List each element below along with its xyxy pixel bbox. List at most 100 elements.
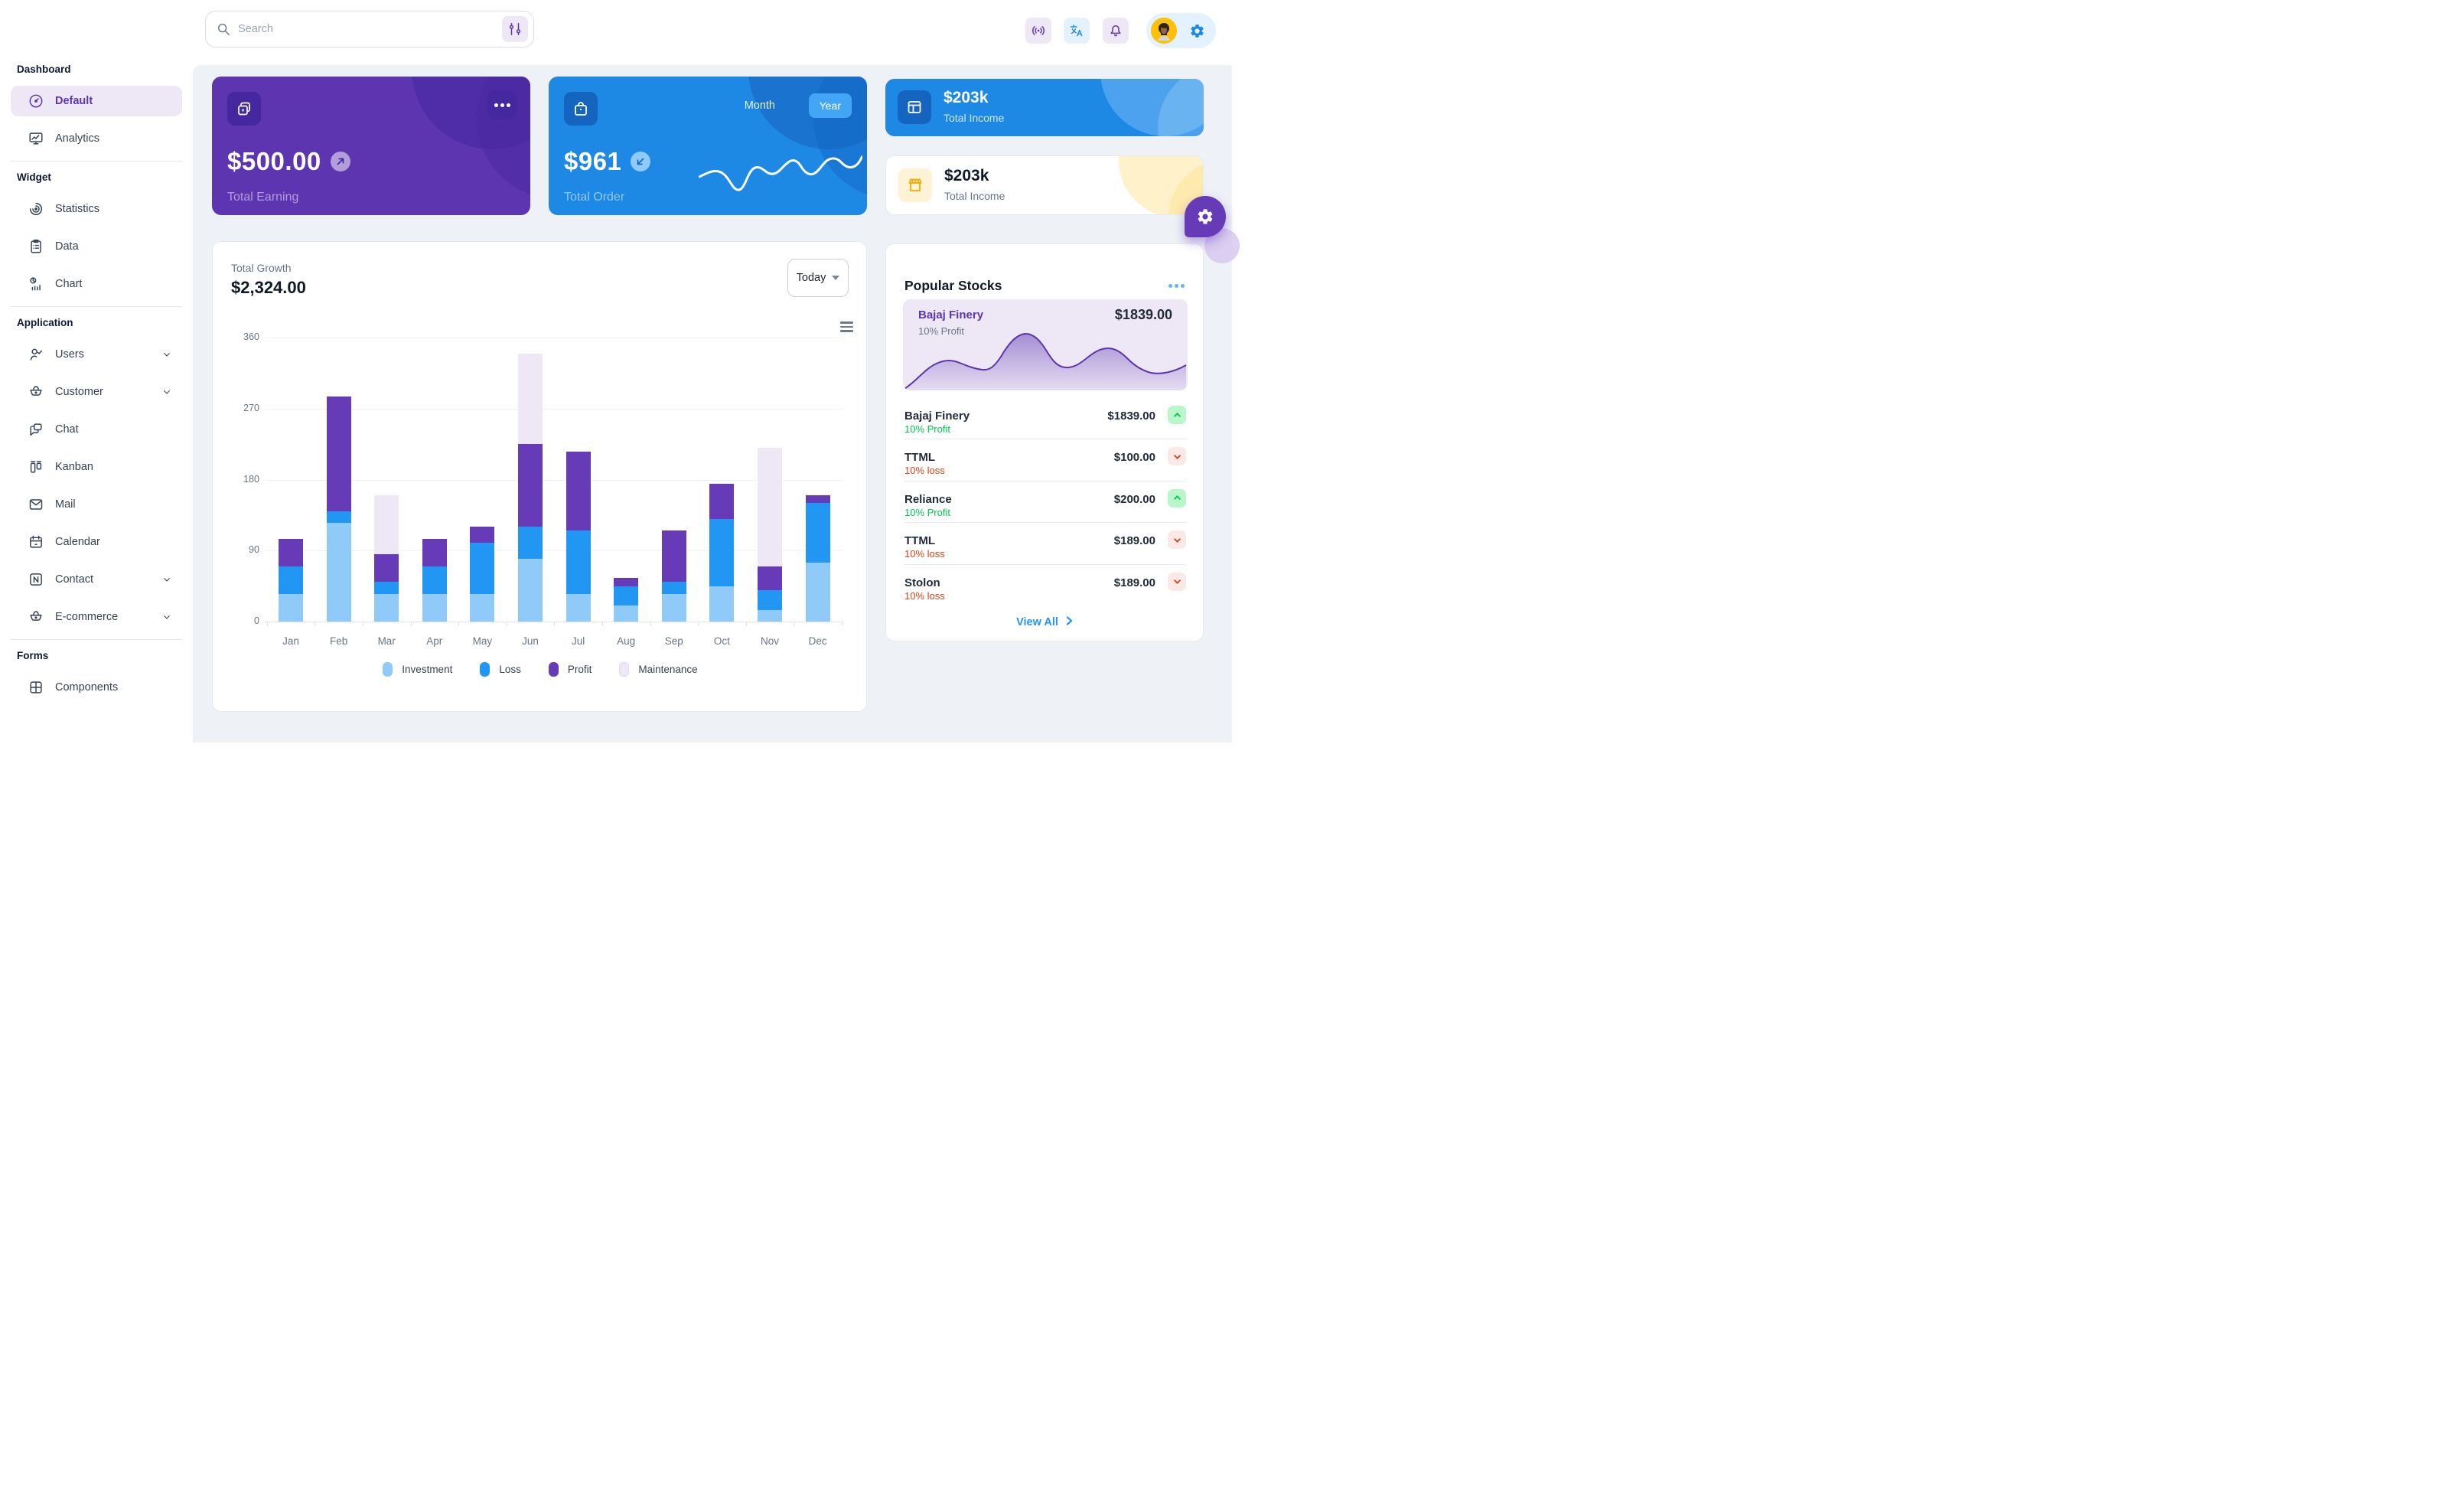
stocks-menu-button[interactable] [1168, 284, 1185, 288]
gear-icon [1196, 207, 1214, 226]
total-earning-value: $500.00 [227, 147, 321, 175]
sidebar-item-label: Data [55, 240, 79, 253]
gridline [265, 479, 843, 481]
sidebar-section: Application Users Customer Chat Kanban Mail Ca… [11, 306, 182, 632]
growth-title: Total Growth [231, 262, 292, 274]
bar-may-loss [470, 542, 495, 594]
settings-icon [1189, 23, 1205, 39]
bar-nov-maintenance [758, 448, 782, 566]
featured-stock-area-chart [903, 331, 1188, 390]
bar-mar-investment [374, 593, 399, 622]
bar-jan-loss [279, 566, 303, 594]
trend-up-icon [330, 152, 350, 171]
order-toggle-year[interactable]: Year [808, 93, 852, 118]
chevron-down-icon [161, 573, 173, 586]
bar-jan-profit [279, 538, 303, 566]
sidebar-item-users[interactable]: Users [11, 339, 182, 370]
bar-dec-loss [805, 503, 830, 563]
sidebar-item-default[interactable]: Default [11, 86, 182, 116]
x-axis-label: Nov [760, 635, 779, 647]
sidebar-item-mail[interactable]: Mail [11, 489, 182, 520]
featured-stock-name: Bajaj Finery [918, 308, 984, 321]
stock-name: TTML [904, 451, 935, 465]
legend-item-maintenance[interactable]: Maintenance [619, 662, 698, 677]
featured-stock-tile[interactable]: Bajaj Finery $1839.00 10% Profit [903, 299, 1188, 390]
stock-price: $100.00 [1113, 451, 1155, 465]
stock-price: $189.00 [1113, 534, 1155, 548]
search-bar [205, 11, 534, 47]
notifications-button[interactable] [1103, 18, 1129, 44]
x-axis-label: Jun [522, 635, 539, 647]
sidebar-item-label: Components [55, 681, 119, 694]
mail-icon [28, 496, 44, 513]
stock-row[interactable]: TTML 10% loss $189.00 [904, 525, 1186, 566]
x-axis-tick [554, 622, 556, 626]
sidebar-item-label: Customer [55, 386, 103, 398]
basket-icon [28, 609, 44, 625]
x-axis-tick [841, 622, 843, 626]
legend-item-profit[interactable]: Profit [548, 662, 592, 677]
sidebar-item-label: E-commerce [55, 611, 119, 623]
total-growth-card: Total Growth $2,324.00 Today 0 90 180 270 36… [212, 241, 867, 712]
broadcast-button[interactable] [1025, 18, 1051, 44]
customize-settings-fab[interactable] [1185, 196, 1226, 237]
sidebar-item-components[interactable]: Components [11, 672, 182, 703]
search-filter-button[interactable] [502, 16, 528, 42]
sidebar-item-kanban[interactable]: Kanban [11, 452, 182, 482]
bar-feb-profit [326, 397, 351, 511]
bell-icon [1108, 23, 1123, 38]
order-toggle-month[interactable]: Month [744, 100, 775, 112]
sidebar-item-analytics[interactable]: Analytics [11, 123, 182, 154]
components-icon [28, 679, 44, 696]
stock-row[interactable]: TTML 10% loss $100.00 [904, 442, 1186, 483]
gauge-icon [28, 93, 44, 109]
legend-item-loss[interactable]: Loss [480, 662, 521, 677]
growth-period-select[interactable]: Today [787, 259, 849, 297]
legend-swatch [383, 662, 393, 677]
chart-menu-icon[interactable] [840, 321, 853, 332]
sidebar-item-chart[interactable]: Chart [11, 269, 182, 299]
chevron-down-icon [161, 348, 173, 361]
profile-settings-button[interactable] [1146, 13, 1216, 48]
stock-row[interactable]: Stolon 10% loss $189.00 [904, 567, 1186, 609]
bar-jul-investment [565, 593, 591, 622]
divider [904, 563, 1186, 565]
legend-item-investment[interactable]: Investment [383, 662, 452, 677]
stock-row[interactable]: Bajaj Finery 10% Profit $1839.00 [904, 400, 1186, 442]
stock-change: 10% Profit [904, 423, 950, 435]
stock-name: Bajaj Finery [904, 410, 970, 423]
bar-nov-loss [758, 589, 782, 610]
bar-sep-loss [661, 582, 686, 594]
bar-nov-profit [758, 566, 782, 590]
bar-jun-maintenance [518, 353, 543, 445]
translate-button[interactable] [1064, 18, 1090, 44]
bar-apr-loss [422, 566, 447, 594]
trend-down-icon [631, 152, 651, 171]
search-input[interactable] [238, 23, 502, 35]
bar-dec-profit [805, 495, 830, 504]
sidebar-item-calendar[interactable]: Calendar [11, 527, 182, 557]
bar-nov-investment [758, 609, 782, 622]
chevron-down-icon [161, 611, 173, 623]
x-axis-label: Jul [571, 635, 585, 647]
sidebar-item-customer[interactable]: Customer [11, 377, 182, 407]
bar-aug-investment [614, 605, 639, 622]
sidebar-item-e-commerce[interactable]: E-commerce [11, 602, 182, 632]
earning-menu-button[interactable] [487, 90, 517, 119]
sidebar-item-statistics[interactable]: Statistics [11, 194, 182, 224]
y-axis-tick: 270 [243, 402, 259, 413]
stock-row[interactable]: Reliance 10% Profit $200.00 [904, 484, 1186, 525]
x-axis-label: Feb [329, 635, 348, 647]
bar-jul-loss [565, 530, 591, 594]
stock-price: $200.00 [1113, 492, 1155, 506]
sidebar-item-chat[interactable]: Chat [11, 414, 182, 445]
sidebar: Dashboard Default Analytics Widget Statistic… [0, 0, 193, 742]
x-axis-tick [650, 622, 651, 626]
legend-swatch [480, 662, 491, 677]
view-all-link[interactable]: View All [886, 616, 1203, 628]
trend-down-badge [1168, 447, 1186, 466]
sidebar-item-data[interactable]: Data [11, 231, 182, 262]
x-axis-label: Oct [713, 635, 730, 647]
stock-change: 10% Profit [904, 506, 950, 518]
sidebar-item-contact[interactable]: Contact [11, 564, 182, 595]
